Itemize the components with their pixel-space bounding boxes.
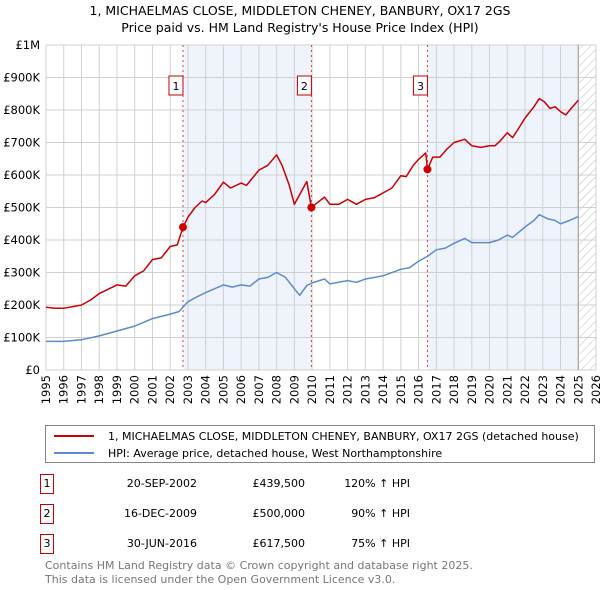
sale-point: [423, 165, 432, 174]
sale-date: 20-SEP-2002: [126, 477, 197, 490]
chart-subtitle: Price paid vs. HM Land Registry's House …: [121, 20, 479, 35]
sale-point: [178, 223, 187, 232]
sale-label-text: 3: [417, 80, 424, 93]
x-tick-label: 2022: [518, 375, 532, 404]
y-tick-label: £100K: [3, 331, 40, 345]
sale-label-rect: [412, 75, 428, 96]
x-tick-label: 2019: [465, 375, 479, 404]
legend-swatch-blue: [54, 452, 94, 454]
y-tick-label: £400K: [3, 233, 40, 247]
x-tick-label: 2012: [341, 375, 355, 404]
x-tick-label: 2005: [216, 375, 230, 404]
x-tick-label: 2000: [128, 375, 142, 404]
x-tick-label: 2002: [163, 375, 177, 404]
sale-label-text: 2: [301, 80, 308, 93]
sale-date: 16-DEC-2009: [123, 507, 197, 520]
x-tick-label: 2021: [500, 375, 514, 404]
series-line: [46, 213, 579, 343]
series-line: [45, 97, 579, 310]
x-tick-label: 2020: [483, 375, 497, 404]
x-tick-label: 2011: [323, 375, 337, 404]
y-tick-label: £700K: [3, 136, 40, 150]
y-tick-label: £200K: [3, 298, 40, 312]
x-tick-label: 2007: [252, 375, 266, 404]
x-tick-label: 2013: [358, 375, 372, 404]
sale-price: £500,000: [252, 507, 306, 520]
y-tick-label: £1M: [15, 38, 40, 52]
x-tick-label: 2024: [554, 375, 568, 404]
sale-price: £439,500: [252, 477, 306, 490]
sale-label-rect: [168, 75, 184, 96]
chart-title: 1, MICHAELMAS CLOSE, MIDDLETON CHENEY, B…: [89, 3, 511, 18]
x-tick-label: 2008: [270, 375, 284, 404]
sale-label-box: 2: [296, 75, 312, 96]
legend: 1, MICHAELMAS CLOSE, MIDDLETON CHENEY, B…: [45, 425, 595, 463]
sale-point: [307, 203, 316, 212]
y-tick-label: £300K: [3, 266, 40, 280]
sale-hpi-pct: 90% ↑ HPI: [351, 507, 410, 520]
x-tick-label: 2004: [199, 375, 213, 404]
x-tick-label: 2003: [181, 375, 195, 404]
y-tick-label: £0: [25, 363, 40, 377]
x-tick-label: 2001: [145, 375, 159, 404]
legend-label: 1, MICHAELMAS CLOSE, MIDDLETON CHENEY, B…: [108, 429, 579, 443]
y-tick-label: £600K: [3, 168, 40, 182]
sale-label-rect: [296, 75, 312, 96]
y-tick-label: £900K: [3, 71, 40, 85]
x-tick-label: 2023: [536, 375, 550, 404]
sale-date: 30-JUN-2016: [126, 537, 197, 550]
x-tick-label: 2014: [376, 375, 390, 404]
sale-label-box: 1: [168, 75, 184, 96]
x-tick-label: 1997: [74, 375, 88, 404]
legend-item-property: 1, MICHAELMAS CLOSE, MIDDLETON CHENEY, B…: [46, 427, 579, 445]
sale-hpi-pct: 75% ↑ HPI: [351, 537, 410, 550]
x-tick-label: 2026: [589, 375, 600, 404]
legend-label: HPI: Average price, detached house, West…: [108, 446, 443, 460]
sale-marker-label: 2: [40, 504, 54, 524]
sale-price: £617,500: [252, 537, 306, 550]
x-tick-label: 2025: [571, 375, 585, 404]
sale-marker-label: 3: [40, 534, 54, 554]
sale-label-text: 1: [172, 80, 179, 93]
footer-copyright: Contains HM Land Registry data © Crown c…: [45, 559, 473, 572]
x-tick-label: 1998: [92, 375, 106, 404]
legend-swatch-red: [54, 435, 94, 437]
y-tick-label: £500K: [3, 201, 40, 215]
x-tick-label: 2009: [287, 375, 301, 404]
x-tick-label: 2015: [394, 375, 408, 404]
sale-hpi-pct: 120% ↑ HPI: [344, 477, 410, 490]
y-tick-label: £800K: [3, 103, 40, 117]
footer-license: This data is licensed under the Open Gov…: [45, 573, 396, 586]
x-tick-label: 1995: [39, 375, 53, 404]
x-tick-label: 1996: [57, 375, 71, 404]
x-tick-label: 2006: [234, 375, 248, 404]
x-tick-label: 2018: [447, 375, 461, 404]
x-tick-label: 2017: [429, 375, 443, 404]
x-tick-label: 2010: [305, 375, 319, 404]
x-tick-label: 1999: [110, 375, 124, 404]
chart-plot: 1995 1996 1997 1998 1999 2000 2001 2002 2003 2004…: [3, 38, 600, 404]
x-tick-label: 2016: [412, 375, 426, 404]
sale-marker-label: 1: [40, 474, 54, 494]
legend-item-hpi: HPI: Average price, detached house, West…: [46, 444, 442, 462]
sale-label-box: 3: [412, 75, 428, 96]
